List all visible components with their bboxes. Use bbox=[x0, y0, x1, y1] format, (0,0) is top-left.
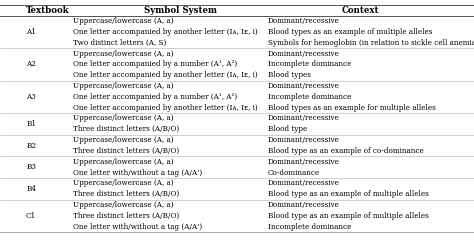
Text: Symbols for hemoglobin (in relation to sickle cell anemia): Symbols for hemoglobin (in relation to s… bbox=[268, 39, 474, 47]
Text: One letter accompanied by another letter (Iᴀ, Iᴇ, i): One letter accompanied by another letter… bbox=[73, 104, 258, 112]
Text: Incomplete dominance: Incomplete dominance bbox=[268, 223, 351, 231]
Text: Uppercase/lowercase (A, a): Uppercase/lowercase (A, a) bbox=[73, 180, 174, 187]
Text: Dominant/recessive: Dominant/recessive bbox=[268, 82, 340, 90]
Text: B2: B2 bbox=[26, 142, 36, 150]
Text: Three distinct letters (A/B/O): Three distinct letters (A/B/O) bbox=[73, 125, 180, 133]
Text: Blood types as an example of multiple alleles: Blood types as an example of multiple al… bbox=[268, 28, 432, 36]
Text: One letter accompanied by a number (A¹, A²): One letter accompanied by a number (A¹, … bbox=[73, 60, 238, 68]
Text: Dominant/recessive: Dominant/recessive bbox=[268, 158, 340, 166]
Text: B4: B4 bbox=[26, 185, 36, 193]
Text: Textbook: Textbook bbox=[26, 6, 70, 15]
Text: Symbol System: Symbol System bbox=[144, 6, 217, 15]
Text: Uppercase/lowercase (A, a): Uppercase/lowercase (A, a) bbox=[73, 136, 174, 144]
Text: Uppercase/lowercase (A, a): Uppercase/lowercase (A, a) bbox=[73, 201, 174, 209]
Text: Uppercase/lowercase (A, a): Uppercase/lowercase (A, a) bbox=[73, 17, 174, 25]
Text: C1: C1 bbox=[26, 212, 36, 220]
Text: B1: B1 bbox=[26, 120, 36, 128]
Text: One letter accompanied by another letter (Iᴀ, Iᴇ, i): One letter accompanied by another letter… bbox=[73, 71, 258, 79]
Text: Uppercase/lowercase (A, a): Uppercase/lowercase (A, a) bbox=[73, 158, 174, 166]
Text: Incomplete dominance: Incomplete dominance bbox=[268, 93, 351, 101]
Text: One letter accompanied by another letter (Iᴀ, Iᴇ, i): One letter accompanied by another letter… bbox=[73, 28, 258, 36]
Text: Dominant/recessive: Dominant/recessive bbox=[268, 136, 340, 144]
Text: Dominant/recessive: Dominant/recessive bbox=[268, 180, 340, 187]
Text: Co-dominance: Co-dominance bbox=[268, 169, 320, 177]
Text: Blood type as an example of multiple alleles: Blood type as an example of multiple all… bbox=[268, 212, 428, 220]
Text: Blood types as an example for multiple alleles: Blood types as an example for multiple a… bbox=[268, 104, 436, 112]
Text: Blood type as an example of co-dominance: Blood type as an example of co-dominance bbox=[268, 147, 424, 155]
Text: A1: A1 bbox=[26, 28, 36, 36]
Text: One letter with/without a tag (A/A'): One letter with/without a tag (A/A') bbox=[73, 223, 203, 231]
Text: Blood type: Blood type bbox=[268, 125, 307, 133]
Text: Dominant/recessive: Dominant/recessive bbox=[268, 114, 340, 122]
Text: A3: A3 bbox=[26, 93, 36, 101]
Text: Context: Context bbox=[341, 6, 379, 15]
Text: Uppercase/lowercase (A, a): Uppercase/lowercase (A, a) bbox=[73, 49, 174, 58]
Text: Two distinct letters (A, S): Two distinct letters (A, S) bbox=[73, 39, 167, 47]
Text: A2: A2 bbox=[26, 60, 36, 68]
Text: Three distinct letters (A/B/O): Three distinct letters (A/B/O) bbox=[73, 190, 180, 198]
Text: Dominant/recessive: Dominant/recessive bbox=[268, 201, 340, 209]
Text: One letter with/without a tag (A/A'): One letter with/without a tag (A/A') bbox=[73, 169, 203, 177]
Text: Three distinct letters (A/B/O): Three distinct letters (A/B/O) bbox=[73, 147, 180, 155]
Text: Blood type as an example of multiple alleles: Blood type as an example of multiple all… bbox=[268, 190, 428, 198]
Text: Uppercase/lowercase (A, a): Uppercase/lowercase (A, a) bbox=[73, 114, 174, 122]
Text: Dominant/recessive: Dominant/recessive bbox=[268, 17, 340, 25]
Text: Uppercase/lowercase (A, a): Uppercase/lowercase (A, a) bbox=[73, 82, 174, 90]
Text: Three distinct letters (A/B/O): Three distinct letters (A/B/O) bbox=[73, 212, 180, 220]
Text: B3: B3 bbox=[26, 163, 36, 171]
Text: Incomplete dominance: Incomplete dominance bbox=[268, 60, 351, 68]
Text: Dominant/recessive: Dominant/recessive bbox=[268, 49, 340, 58]
Text: Blood types: Blood types bbox=[268, 71, 310, 79]
Text: One letter accompanied by a number (A¹, A²): One letter accompanied by a number (A¹, … bbox=[73, 93, 238, 101]
